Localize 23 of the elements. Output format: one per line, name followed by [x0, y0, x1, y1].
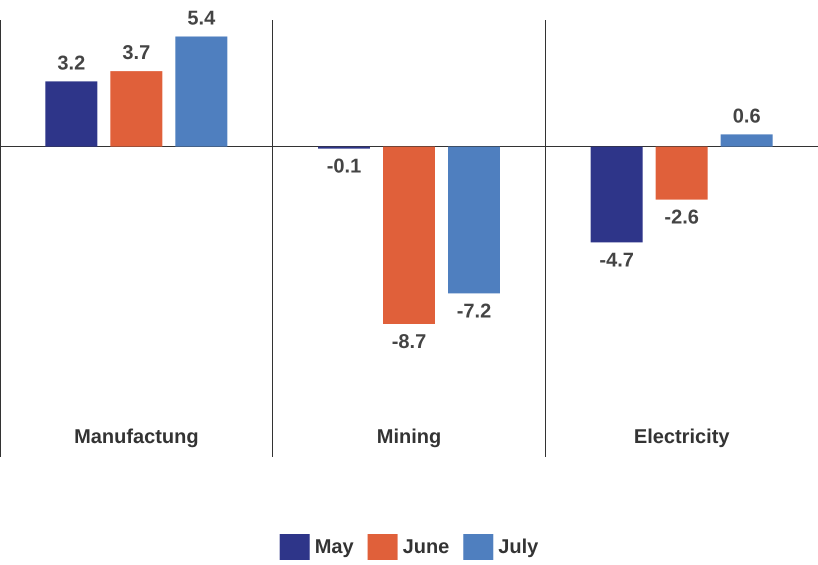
data-label: 5.4 — [187, 8, 216, 30]
x-tick-label: Mining — [376, 426, 442, 448]
bar — [110, 71, 162, 147]
bar — [590, 146, 643, 242]
x-tick-label: Electricity — [634, 426, 730, 448]
legend-label: May — [314, 536, 354, 558]
bar — [175, 36, 228, 147]
data-label: 3.2 — [57, 52, 86, 74]
bar — [720, 134, 773, 147]
data-label: -0.1 — [326, 156, 362, 178]
x-tick-label: Manufactung — [74, 426, 199, 448]
bar — [448, 146, 500, 294]
bar — [383, 146, 435, 324]
data-label: -2.6 — [664, 206, 699, 229]
data-label: -4.7 — [599, 249, 634, 272]
data-label: -8.7 — [392, 330, 426, 353]
legend-label: June — [402, 536, 450, 558]
legend-label: July — [498, 536, 540, 558]
bar — [656, 146, 708, 200]
data-label: -7.2 — [456, 300, 492, 322]
bar — [45, 81, 98, 147]
data-label: 0.6 — [732, 105, 761, 128]
data-label: 3.7 — [122, 42, 150, 64]
